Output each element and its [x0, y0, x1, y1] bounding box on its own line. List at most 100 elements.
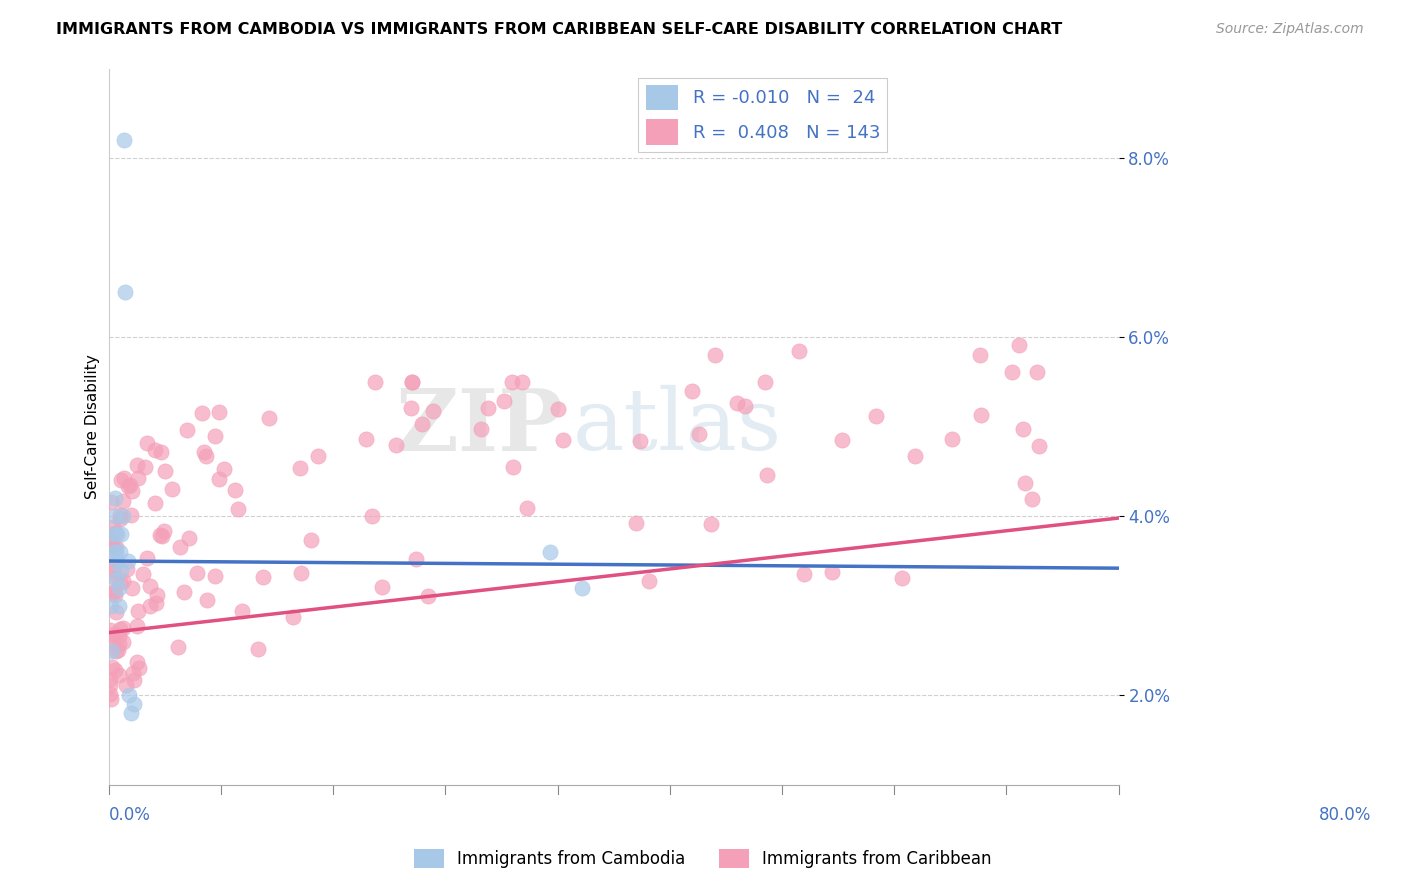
Point: [831, 433, 853, 447]
Point: [793, 567, 815, 582]
Point: [132, 566, 155, 581]
Point: [107, 554, 129, 568]
Point: [108, 629, 131, 643]
Point: [941, 432, 963, 446]
Point: [136, 550, 159, 565]
Text: ZIP: ZIP: [395, 384, 564, 468]
Point: [117, 554, 139, 568]
Point: [226, 501, 249, 516]
Point: [153, 464, 176, 478]
Point: [139, 579, 162, 593]
Point: [104, 540, 127, 554]
Point: [1028, 439, 1050, 453]
Point: [492, 393, 515, 408]
Point: [112, 574, 135, 588]
Point: [110, 563, 132, 577]
Point: [501, 375, 523, 389]
Point: [167, 640, 190, 654]
Point: [101, 520, 124, 534]
Point: [111, 509, 134, 524]
Point: [734, 399, 756, 413]
Point: [150, 528, 173, 542]
Point: [149, 528, 172, 542]
Point: [98, 623, 121, 637]
Point: [384, 438, 406, 452]
Point: [111, 621, 134, 635]
Point: [571, 581, 593, 595]
Point: [112, 471, 135, 485]
Point: [120, 706, 142, 721]
Point: [969, 348, 991, 362]
Point: [108, 668, 131, 682]
Point: [98, 678, 121, 692]
Point: [146, 589, 169, 603]
Point: [103, 564, 125, 578]
Point: [290, 566, 312, 581]
Point: [204, 568, 226, 582]
Point: [103, 545, 125, 559]
Point: [195, 593, 218, 607]
Point: [120, 478, 142, 492]
Point: [101, 538, 124, 552]
Point: [477, 401, 499, 415]
Point: [104, 643, 127, 657]
Point: [1008, 338, 1031, 352]
Point: [193, 445, 215, 459]
Point: [104, 509, 127, 524]
Point: [411, 417, 433, 431]
Point: [1014, 476, 1036, 491]
Point: [371, 580, 394, 594]
Point: [121, 483, 143, 498]
Point: [127, 604, 149, 618]
Point: [107, 599, 129, 613]
Point: [107, 643, 129, 657]
Text: 80.0%: 80.0%: [1319, 806, 1371, 824]
Text: 0.0%: 0.0%: [108, 806, 150, 824]
Point: [510, 375, 533, 389]
Point: [502, 459, 524, 474]
Point: [143, 496, 166, 510]
Point: [110, 473, 132, 487]
Point: [108, 545, 131, 559]
Point: [107, 637, 129, 651]
Point: [143, 443, 166, 458]
Point: [122, 673, 145, 687]
Point: [107, 581, 129, 595]
Text: Source: ZipAtlas.com: Source: ZipAtlas.com: [1216, 22, 1364, 37]
Point: [821, 565, 844, 579]
Point: [105, 572, 128, 586]
Point: [127, 470, 149, 484]
Point: [125, 619, 148, 633]
Point: [107, 527, 129, 541]
Point: [122, 698, 145, 712]
Point: [139, 599, 162, 614]
Point: [145, 596, 167, 610]
Point: [547, 402, 569, 417]
Point: [103, 626, 125, 640]
Point: [224, 483, 246, 497]
Point: [401, 375, 423, 389]
Point: [98, 672, 121, 686]
Point: [288, 460, 311, 475]
Point: [149, 444, 172, 458]
Point: [122, 666, 145, 681]
Point: [100, 599, 122, 613]
Point: [787, 343, 810, 358]
Point: [108, 511, 131, 525]
Point: [112, 494, 135, 508]
Point: [101, 660, 124, 674]
Point: [208, 472, 231, 486]
Point: [470, 422, 492, 436]
Point: [101, 527, 124, 541]
Point: [1021, 491, 1043, 506]
Point: [111, 635, 134, 649]
Point: [204, 428, 226, 442]
Point: [114, 285, 136, 300]
Point: [354, 432, 377, 446]
Point: [103, 663, 125, 677]
Point: [1012, 422, 1035, 436]
Point: [134, 460, 156, 475]
Point: [638, 574, 661, 588]
Point: [361, 509, 384, 524]
Point: [418, 589, 440, 603]
